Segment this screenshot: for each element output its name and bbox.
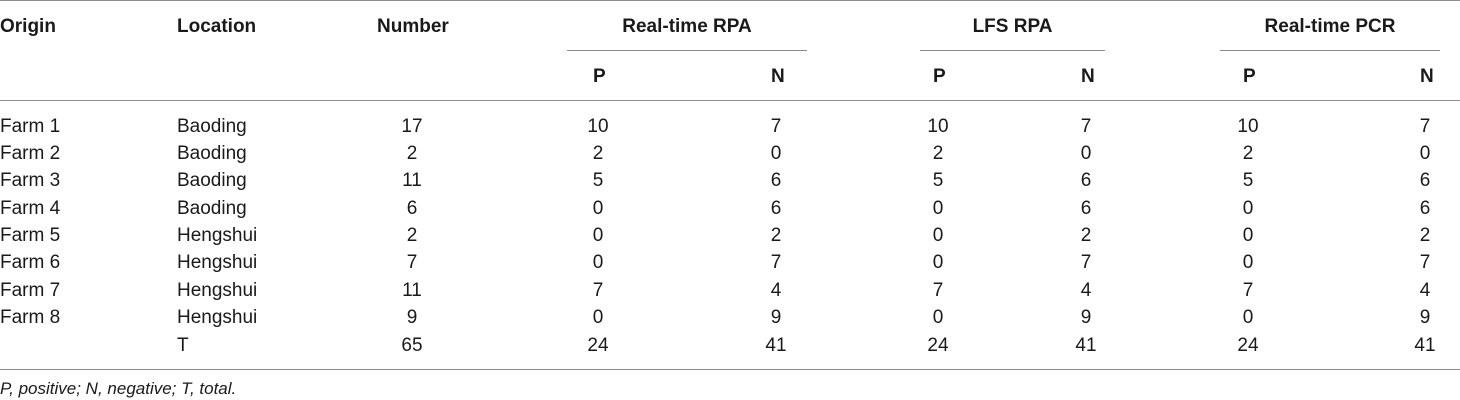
cell-lfs-rpa-p: 0: [932, 198, 944, 219]
cell-lfs-rpa-p: 0: [932, 252, 944, 273]
cell-realtime-pcr-p: 10: [1237, 116, 1259, 137]
cell-realtime-rpa-p: 10: [587, 116, 609, 137]
cell-location: Baoding: [177, 170, 247, 191]
cell-realtime-rpa-p: 5: [592, 170, 604, 191]
cell-realtime-rpa-p: 0: [592, 225, 604, 246]
cell-number: 2: [406, 225, 418, 246]
cell-location: Baoding: [177, 116, 247, 137]
cell-realtime-pcr-n: 4: [1419, 280, 1431, 301]
table-bottom-rule: [0, 369, 1460, 370]
cell-number: 2: [406, 143, 418, 164]
cell-location: Hengshui: [177, 307, 258, 328]
cell-location: T: [177, 335, 189, 356]
header-origin: Origin: [0, 16, 56, 37]
cell-realtime-rpa-n: 2: [770, 225, 782, 246]
header-group-lfs-rpa: LFS RPA: [972, 16, 1053, 37]
cell-realtime-rpa-p: 2: [592, 143, 604, 164]
cell-realtime-rpa-n: 41: [765, 335, 787, 356]
cell-location: Hengshui: [177, 280, 258, 301]
subheader-p: P: [1243, 66, 1256, 87]
cell-lfs-rpa-n: 9: [1080, 307, 1092, 328]
cell-location: Baoding: [177, 143, 247, 164]
cell-realtime-rpa-n: 4: [770, 280, 782, 301]
cell-lfs-rpa-p: 2: [932, 143, 944, 164]
subheader-n: N: [771, 66, 785, 87]
cell-lfs-rpa-n: 0: [1080, 143, 1092, 164]
cell-origin: Farm 3: [0, 170, 61, 191]
cell-number: 11: [402, 280, 422, 301]
cell-realtime-rpa-p: 7: [592, 280, 604, 301]
cell-lfs-rpa-n: 4: [1080, 280, 1092, 301]
cell-number: 65: [401, 335, 423, 356]
cell-lfs-rpa-p: 7: [932, 280, 944, 301]
group-rule-lfs-rpa: [920, 50, 1105, 51]
header-location: Location: [177, 16, 257, 37]
cell-number: 11: [402, 170, 422, 191]
subheader-p: P: [933, 66, 946, 87]
cell-location: Hengshui: [177, 225, 258, 246]
group-rule-realtime-pcr: [1220, 50, 1440, 51]
cell-realtime-pcr-n: 41: [1414, 335, 1436, 356]
cell-realtime-pcr-n: 6: [1419, 198, 1431, 219]
cell-realtime-pcr-n: 2: [1419, 225, 1431, 246]
cell-number: 17: [401, 116, 423, 137]
cell-realtime-rpa-p: 0: [592, 252, 604, 273]
cell-origin: Farm 1: [0, 116, 61, 137]
cell-number: 7: [406, 252, 418, 273]
cell-realtime-rpa-n: 7: [770, 252, 782, 273]
cell-realtime-pcr-p: 7: [1242, 280, 1254, 301]
cell-realtime-pcr-p: 0: [1242, 307, 1254, 328]
cell-realtime-pcr-p: 0: [1242, 225, 1254, 246]
cell-lfs-rpa-p: 0: [932, 225, 944, 246]
cell-realtime-rpa-n: 0: [770, 143, 782, 164]
subheader-n: N: [1420, 66, 1434, 87]
cell-lfs-rpa-n: 7: [1080, 252, 1092, 273]
cell-origin: Farm 7: [0, 280, 61, 301]
cell-lfs-rpa-p: 24: [927, 335, 949, 356]
cell-realtime-rpa-n: 9: [770, 307, 782, 328]
cell-realtime-pcr-n: 7: [1419, 116, 1431, 137]
cell-number: 9: [406, 307, 418, 328]
cell-realtime-rpa-n: 7: [770, 116, 782, 137]
cell-realtime-pcr-n: 7: [1419, 252, 1431, 273]
cell-location: Baoding: [177, 198, 247, 219]
cell-realtime-rpa-p: 0: [592, 307, 604, 328]
cell-lfs-rpa-n: 6: [1080, 170, 1092, 191]
cell-lfs-rpa-n: 7: [1080, 116, 1092, 137]
cell-realtime-pcr-n: 9: [1419, 307, 1431, 328]
cell-realtime-pcr-p: 5: [1242, 170, 1254, 191]
cell-realtime-pcr-n: 0: [1419, 143, 1431, 164]
cell-origin: Farm 4: [0, 198, 61, 219]
cell-origin: Farm 2: [0, 143, 61, 164]
cell-lfs-rpa-n: 6: [1080, 198, 1092, 219]
cell-realtime-rpa-n: 6: [770, 198, 782, 219]
cell-realtime-rpa-p: 24: [587, 335, 609, 356]
cell-realtime-pcr-p: 2: [1242, 143, 1254, 164]
table-footnote: P, positive; N, negative; T, total.: [0, 379, 237, 398]
table-top-rule: [0, 0, 1460, 1]
cell-lfs-rpa-p: 10: [927, 116, 949, 137]
cell-realtime-rpa-p: 0: [592, 198, 604, 219]
group-rule-realtime-rpa: [567, 50, 807, 51]
cell-origin: Farm 5: [0, 225, 61, 246]
cell-number: 6: [406, 198, 418, 219]
cell-lfs-rpa-n: 2: [1080, 225, 1092, 246]
cell-realtime-pcr-p: 0: [1242, 252, 1254, 273]
cell-realtime-pcr-p: 0: [1242, 198, 1254, 219]
header-group-realtime-rpa: Real-time RPA: [622, 16, 752, 37]
cell-lfs-rpa-n: 41: [1075, 335, 1097, 356]
cell-realtime-pcr-p: 24: [1237, 335, 1259, 356]
cell-origin: Farm 6: [0, 252, 61, 273]
header-bottom-rule: [0, 100, 1460, 101]
header-group-realtime-pcr: Real-time PCR: [1264, 16, 1396, 37]
cell-realtime-rpa-n: 6: [770, 170, 782, 191]
cell-realtime-pcr-n: 6: [1419, 170, 1431, 191]
cell-lfs-rpa-p: 0: [932, 307, 944, 328]
cell-origin: Farm 8: [0, 307, 61, 328]
subheader-p: P: [593, 66, 606, 87]
cell-location: Hengshui: [177, 252, 258, 273]
header-number: Number: [377, 16, 449, 37]
subheader-n: N: [1081, 66, 1095, 87]
cell-lfs-rpa-p: 5: [932, 170, 944, 191]
